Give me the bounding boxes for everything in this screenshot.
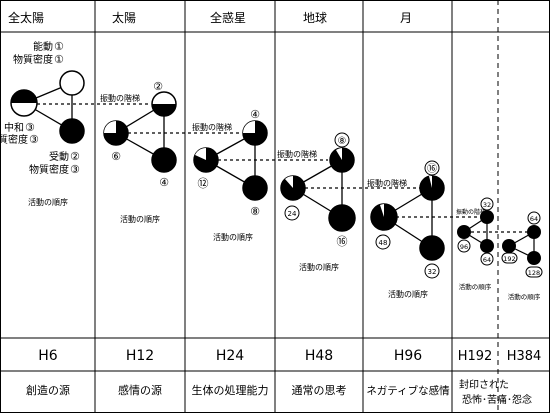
header-all-planet: 全惑星 (210, 10, 246, 25)
num-c6-left: 96 (460, 243, 468, 251)
triad-sun (103, 91, 177, 173)
step-label-2: 振動の階梯 (100, 93, 140, 103)
footer-emotion-source: 感情の源 (118, 383, 162, 397)
order-label-6: 活動の順序 (459, 282, 492, 291)
node-active (59, 70, 85, 96)
badge-c5-bot (424, 263, 440, 279)
num-c3-bot: ⑧ (250, 205, 260, 218)
order-label-2: 活動の順序 (120, 214, 160, 224)
header-moon: 月 (400, 11, 412, 25)
triad-h384 (502, 225, 541, 265)
num-c4-left: 24 (288, 210, 297, 218)
badge-c6-left (457, 239, 471, 253)
node-h384-bot (527, 251, 541, 265)
order-label-4: 活動の順序 (299, 262, 339, 272)
num-c5-bot: 32 (428, 268, 437, 276)
num-c2-left: ⑥ (111, 150, 121, 163)
badge-c6-top (480, 197, 494, 211)
hlabel-h48: H48 (305, 348, 333, 364)
badge-c6-bot (480, 252, 494, 266)
node-h384-top (527, 225, 541, 239)
node-h192-bot (480, 239, 494, 253)
node-planet-bot (242, 175, 268, 201)
node-h384-left (502, 239, 516, 253)
order-label-7: 活動の順序 (508, 292, 541, 301)
num-density-mid: ③ (29, 133, 39, 146)
hlabel-h384: H384 (507, 349, 542, 364)
footer-sealed-1: 封印された (459, 378, 509, 391)
triad-all-planet (193, 120, 268, 201)
label-density-bot: 物質密度 (29, 163, 69, 176)
num-c4-bot: ⑯ (337, 235, 348, 248)
hlabel-h192: H192 (458, 349, 493, 364)
badge-c7-top (527, 211, 541, 225)
node-sun-bot (151, 147, 177, 173)
num-c5-left: 48 (379, 239, 388, 247)
num-density-top: ① (54, 53, 64, 66)
num-c6-top: 32 (483, 201, 491, 209)
node-h192-top (480, 210, 494, 224)
hlabel-h24: H24 (216, 348, 244, 364)
num-c3-left: ⑫ (198, 177, 209, 190)
num-c5-top: ⑯ (427, 163, 437, 175)
footer-sealed-2: 恐怖･苦痛･怨念 (462, 393, 532, 406)
badge-c7-bot (525, 266, 543, 278)
badge-c5-top (424, 160, 440, 176)
triad-moon (370, 175, 445, 261)
node-earth-bot (328, 204, 356, 232)
footer-negative: ネガティブな感情 (366, 384, 450, 397)
node-passive (59, 118, 85, 144)
badge-c4-top (334, 132, 350, 148)
footer-processing: 生体の処理能力 (192, 383, 269, 397)
step-label-3: 振動の階梯 (192, 122, 232, 132)
order-label-5: 活動の順序 (388, 289, 428, 299)
node-h192-left (457, 225, 471, 239)
label-density-top: 物質密度 (13, 53, 53, 66)
label-density-mid: 物質密度 (0, 133, 28, 146)
order-label-3: 活動の順序 (213, 232, 253, 242)
triad-h192 (457, 210, 494, 253)
footer-thinking: 通常の思考 (292, 384, 347, 397)
num-c7-bot: 128 (528, 269, 540, 277)
node-moon-bot (419, 235, 445, 261)
num-c6-bot: 64 (483, 256, 491, 264)
hlabel-h96: H96 (394, 348, 422, 364)
label-active: 能動 (33, 40, 53, 53)
header-sun: 太陽 (112, 10, 136, 25)
footer-creation: 創造の源 (26, 383, 70, 397)
badge-c5-left (375, 234, 391, 250)
num-c3-top: ④ (250, 108, 260, 121)
num-neutral: ③ (25, 121, 35, 134)
badge-c7-left (501, 252, 518, 264)
num-active: ① (54, 40, 64, 53)
num-c7-left: 192 (503, 255, 515, 263)
label-neutral: 中和 (4, 121, 24, 134)
badge-c4-left (284, 205, 300, 221)
header-earth: 地球 (303, 11, 327, 25)
step-label-6: 振動の階梯 (456, 208, 486, 216)
hlabel-h12: H12 (126, 348, 154, 364)
num-c2-bot: ④ (159, 176, 169, 189)
num-density-bot: ③ (70, 163, 80, 176)
num-c7-top: 64 (530, 215, 538, 223)
num-passive: ② (70, 150, 80, 163)
triad-earth (280, 147, 356, 232)
num-c4-top: ⑧ (338, 136, 347, 147)
order-label-1: 活動の順序 (28, 197, 68, 207)
step-label-4: 振動の階梯 (277, 149, 317, 159)
num-c2-top: ② (153, 80, 163, 93)
step-label-5: 振動の階梯 (367, 178, 407, 188)
header-all-sun: 全太陽 (8, 10, 44, 25)
triad-all-sun (10, 70, 85, 144)
label-passive: 受動 (49, 150, 69, 163)
hlabel-h6: H6 (38, 348, 58, 364)
